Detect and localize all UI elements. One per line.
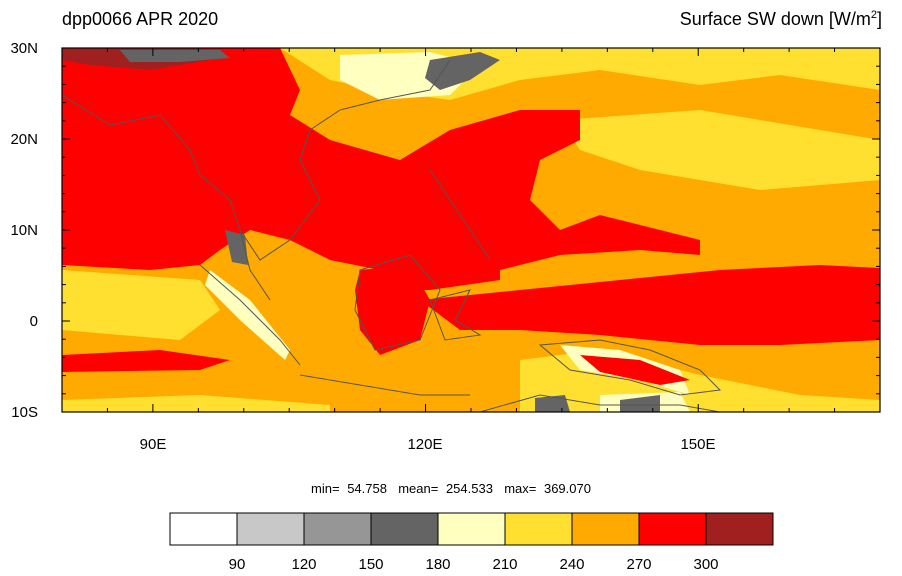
plot-title: dpp0066 APR 2020 bbox=[62, 9, 219, 29]
colorbar-label: 120 bbox=[291, 556, 316, 573]
colorbar-box bbox=[370, 512, 439, 546]
min-label: min= bbox=[311, 481, 340, 496]
colorbar-box bbox=[638, 512, 707, 546]
field-gray-australia-east bbox=[620, 395, 660, 412]
lon-label-150e: 150E bbox=[680, 436, 715, 453]
coastline-new-guinea bbox=[538, 339, 722, 396]
min-value: 54.758 bbox=[347, 481, 387, 496]
field-gray-tibet bbox=[120, 50, 230, 62]
max-value: 369.070 bbox=[543, 481, 591, 496]
lat-label-20n: 20N bbox=[10, 131, 38, 148]
colorbar-label: 90 bbox=[229, 556, 246, 573]
map-field bbox=[62, 48, 880, 412]
colorbar-label: 210 bbox=[492, 556, 517, 573]
colorbar-box bbox=[504, 512, 573, 546]
max-label: max= bbox=[504, 481, 537, 496]
lat-label-10n: 10N bbox=[10, 222, 38, 239]
coastline-china bbox=[339, 59, 451, 111]
field-pale-yellow-sumatra bbox=[205, 270, 290, 360]
lat-label-0: 0 bbox=[30, 313, 38, 330]
field-red-borneo bbox=[355, 265, 430, 355]
field-red-equatorial-band bbox=[420, 265, 880, 345]
field-gray-taiwan-north bbox=[425, 52, 500, 90]
coastline-indochina bbox=[199, 109, 341, 261]
field-gray-australia bbox=[535, 395, 570, 412]
field-red-newguinea bbox=[580, 355, 690, 385]
variable-title-text: Surface SW down [W/m bbox=[679, 9, 871, 29]
colorbar-box bbox=[169, 512, 238, 546]
colorbar-box bbox=[303, 512, 372, 546]
colorbar-label: 240 bbox=[559, 556, 584, 573]
colorbar-labels: 90 120 150 180 210 240 270 300 bbox=[229, 556, 719, 573]
lon-label-120e: 120E bbox=[407, 436, 442, 453]
colorbar-box bbox=[571, 512, 640, 546]
mean-value: 254.533 bbox=[445, 481, 493, 496]
colorbar-box bbox=[437, 512, 506, 546]
coastline-sumatra bbox=[199, 264, 301, 366]
colorbar-box bbox=[236, 512, 305, 546]
field-red-sw-strip bbox=[62, 350, 230, 372]
field-light-orange-west bbox=[62, 270, 220, 340]
colorbar-label: 180 bbox=[425, 556, 450, 573]
axis-ticks bbox=[61, 47, 881, 413]
coastline-australia bbox=[479, 394, 721, 412]
variable-title-superscript: 2 bbox=[870, 9, 877, 21]
coastline-philippines bbox=[429, 169, 491, 261]
map-plot: 30N 20N 10N 0 10S 90E 120E 150E bbox=[10, 40, 881, 453]
lat-label-10s: 10S bbox=[11, 404, 38, 421]
coastline-java bbox=[299, 374, 470, 396]
variable-title: Surface SW down [W/m2] bbox=[680, 9, 882, 30]
coastline-sulawesi bbox=[429, 289, 482, 341]
coastline-india bbox=[62, 94, 201, 176]
coastline-malay-peninsula bbox=[239, 229, 271, 301]
variable-title-end: ] bbox=[876, 9, 882, 29]
colorbar-boxes bbox=[169, 512, 774, 546]
coastlines bbox=[62, 59, 722, 412]
colorbar-label: 270 bbox=[626, 556, 651, 573]
field-light-orange-east bbox=[560, 110, 880, 190]
lon-label-90e: 90E bbox=[140, 436, 167, 453]
colorbar-label: 300 bbox=[693, 556, 718, 573]
colorbar-label: 150 bbox=[358, 556, 383, 573]
mean-label: mean= bbox=[398, 481, 439, 496]
field-statistics: min= 54.758 mean= 254.533 max= 369.070 bbox=[0, 481, 902, 496]
field-red-main bbox=[62, 48, 700, 290]
axis-labels: 30N 20N 10N 0 10S 90E 120E 150E bbox=[10, 40, 715, 453]
coastline-borneo bbox=[354, 254, 441, 351]
field-light-orange-south-west bbox=[62, 395, 330, 412]
lat-label-30n: 30N bbox=[10, 40, 38, 57]
colorbar-box bbox=[705, 512, 774, 546]
